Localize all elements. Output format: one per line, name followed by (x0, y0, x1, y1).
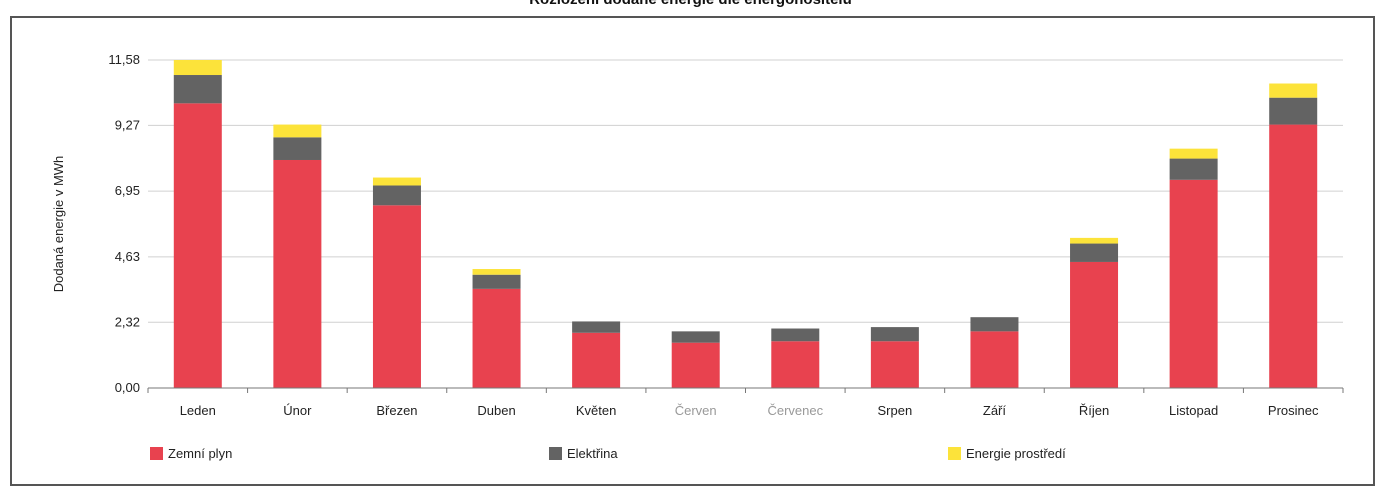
legend-item: Energie prostředí (948, 446, 1066, 461)
x-tick-label: Únor (283, 403, 312, 418)
gridlines (148, 59, 1343, 323)
legend-swatch (948, 447, 961, 460)
bar-segment-květen (572, 332, 621, 388)
bar-segment-leden (173, 60, 222, 76)
y-axis-label: Dodaná energie v MWh (51, 156, 66, 293)
bar-segment-duben (472, 269, 521, 275)
x-tick-label: Říjen (1079, 403, 1109, 418)
bar-segment-březen (372, 177, 421, 186)
bar-segment-srpen (870, 341, 919, 388)
x-tick-label: Březen (376, 403, 417, 418)
x-tick-label: Leden (180, 403, 216, 418)
legend-label: Zemní plyn (168, 446, 233, 461)
bar-segment-listopad (1169, 148, 1218, 159)
bar-segment-listopad (1169, 158, 1218, 180)
bar-segment-září (970, 331, 1019, 388)
bar-segment-listopad (1169, 179, 1218, 388)
bar-segment-červen (671, 331, 720, 343)
tick-labels: 0,00 2,32 4,63 6,95 9,27 11,58 Leden Únor Březen… (51, 52, 1319, 418)
bar-segment-březen (372, 185, 421, 206)
x-tick-label: Srpen (878, 403, 913, 418)
bar-segment-únor (273, 137, 322, 160)
legend-swatch (150, 447, 163, 460)
x-tick-label: Prosinec (1268, 403, 1319, 418)
legend-item: Elektřina (549, 446, 618, 461)
bars (173, 60, 1318, 388)
legend-item: Zemní plyn (150, 446, 232, 461)
chart-frame (10, 16, 1375, 486)
bar-segment-duben (472, 274, 521, 289)
legend-label: Energie prostředí (966, 446, 1066, 461)
bar-segment-říjen (1070, 237, 1119, 244)
y-tick-label: 6,95 (115, 183, 140, 198)
bar-segment-prosinec (1269, 83, 1318, 98)
bar-segment-únor (273, 159, 322, 388)
x-tick-label: Duben (477, 403, 515, 418)
x-tick-label: Září (983, 403, 1007, 418)
bar-segment-říjen (1070, 261, 1119, 388)
y-tick-label: 11,58 (108, 52, 140, 67)
y-tick-label: 2,32 (115, 314, 140, 329)
chart-title: Rozložení dodané energie dle energonosit… (0, 0, 1381, 8)
bar-segment-červenec (771, 328, 820, 342)
x-tick-label: Květen (576, 403, 616, 418)
bar-segment-květen (572, 321, 621, 333)
y-tick-label: 9,27 (115, 117, 140, 132)
bar-segment-duben (472, 288, 521, 388)
y-tick-label: 0,00 (115, 380, 140, 395)
bar-segment-září (970, 317, 1019, 332)
bar-segment-leden (173, 103, 222, 388)
bar-segment-červenec (771, 341, 820, 388)
bar-segment-srpen (870, 327, 919, 342)
legend-swatch (549, 447, 562, 460)
bar-segment-leden (173, 75, 222, 104)
legend-label: Elektřina (567, 446, 618, 461)
bar-segment-prosinec (1269, 97, 1318, 125)
x-tick-label: Červen (675, 403, 717, 418)
bar-segment-únor (273, 124, 322, 138)
y-tick-label: 4,63 (115, 249, 140, 264)
x-tick-label: Červenec (767, 403, 823, 418)
bar-segment-prosinec (1269, 124, 1318, 388)
axes (147, 387, 1344, 393)
x-tick-label: Listopad (1169, 403, 1218, 418)
bar-segment-březen (372, 205, 421, 388)
bar-segment-říjen (1070, 243, 1119, 262)
bar-segment-červen (671, 342, 720, 388)
